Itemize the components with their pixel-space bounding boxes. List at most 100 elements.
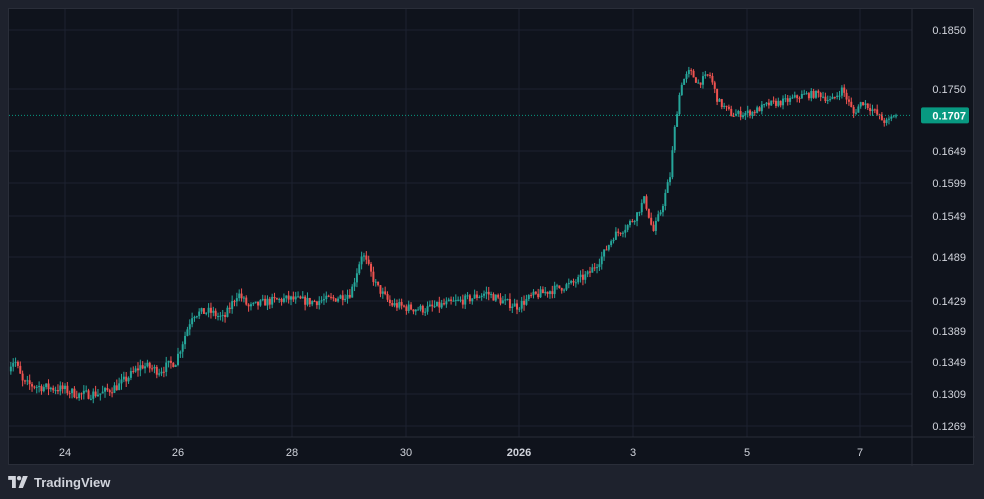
candle-body — [9, 366, 12, 372]
candle-body — [339, 295, 342, 299]
candle-body — [610, 241, 613, 246]
candle-body — [525, 299, 528, 305]
candle-body — [193, 316, 196, 319]
price-axis[interactable]: 0.1850 0.1750 0.1649 0.1599 0.1549 0.1489 0.14… — [932, 25, 966, 433]
candle-body — [817, 90, 820, 93]
date-tick-label: 7 — [857, 447, 863, 459]
candle-body — [209, 307, 212, 313]
candle-body — [640, 202, 643, 213]
candle-body — [435, 301, 438, 307]
candle-body — [541, 289, 544, 294]
candle-body — [737, 111, 740, 114]
candle-body — [895, 115, 898, 117]
candle-body — [725, 105, 728, 107]
candle-body — [751, 111, 754, 116]
candle-body — [598, 264, 601, 268]
candle-body — [247, 304, 250, 307]
candle-body — [80, 393, 83, 395]
candle-body — [346, 294, 349, 299]
candle-body — [165, 362, 168, 372]
candle-body — [497, 294, 500, 298]
candle-body — [558, 285, 561, 288]
candle-body — [75, 397, 78, 399]
candle-body — [464, 295, 467, 305]
candle-body — [12, 362, 15, 367]
candle-body — [887, 118, 890, 120]
candle-body — [440, 303, 443, 308]
candle-body — [261, 298, 264, 301]
candle-body — [384, 291, 387, 294]
candle-body — [685, 73, 688, 79]
candle-body — [407, 304, 410, 311]
candle-body — [351, 286, 354, 298]
candle-body — [26, 380, 29, 382]
candle-body — [760, 104, 763, 112]
date-tick-label: 30 — [400, 447, 412, 459]
last-price-badge-bg — [921, 107, 969, 124]
candle-body — [372, 271, 375, 282]
candle-body — [548, 291, 551, 294]
candle-body — [678, 95, 681, 115]
candle-body — [355, 273, 358, 283]
price-tick-label: 0.1269 — [932, 421, 966, 433]
candle-body — [162, 371, 165, 373]
candle-body — [539, 289, 542, 298]
candle-body — [777, 100, 780, 106]
candle-body — [403, 305, 405, 307]
candle-body — [614, 231, 617, 240]
time-axis[interactable]: 24 26 28 30 2026 3 5 7 — [59, 447, 863, 459]
candle-body — [676, 114, 679, 127]
candle-body — [742, 115, 744, 118]
candle-body — [883, 120, 886, 123]
candle-body — [520, 300, 523, 309]
candle-body — [353, 282, 356, 287]
candle-body — [852, 106, 855, 114]
candle-body — [42, 387, 45, 392]
tradingview-brand[interactable]: TradingView — [8, 473, 110, 491]
candle-body — [490, 294, 493, 296]
candle-body — [19, 365, 22, 374]
candle-body — [367, 259, 370, 264]
candle-body — [699, 82, 702, 85]
candle-body — [626, 225, 629, 230]
candle-body — [650, 217, 653, 225]
candle-body — [64, 385, 66, 390]
candle-body — [320, 300, 323, 302]
candle-body — [638, 212, 641, 214]
candle-body — [68, 393, 71, 395]
candle-body — [78, 393, 81, 398]
candle-body — [28, 380, 31, 385]
candle-body — [38, 386, 41, 388]
candle-body — [66, 385, 69, 394]
candle-body — [487, 291, 490, 295]
candle-body — [278, 299, 281, 301]
candle-body — [847, 99, 850, 102]
candle-body — [810, 90, 813, 99]
candle-body — [873, 109, 876, 111]
candle-body — [584, 274, 587, 280]
candle-body — [202, 308, 205, 314]
candle-body — [711, 75, 714, 83]
candle-body — [621, 232, 624, 234]
candle-body — [450, 299, 453, 301]
candle-body — [701, 76, 704, 85]
candle-body — [358, 264, 361, 274]
candle-body — [252, 302, 255, 305]
candle-body — [617, 231, 620, 233]
price-tick-label: 0.1649 — [932, 146, 966, 158]
candle-body — [47, 383, 50, 390]
chart-pane[interactable]: 0.1850 0.1750 0.1649 0.1599 0.1549 0.1489 0.14… — [8, 8, 975, 466]
candle-body — [779, 100, 782, 106]
candle-body — [713, 82, 716, 89]
candle-body — [54, 390, 57, 392]
price-tick-label: 0.1489 — [932, 252, 966, 264]
candle-body — [546, 291, 549, 294]
candle-body — [238, 293, 241, 299]
candle-body — [593, 267, 596, 269]
candle-body — [574, 282, 577, 284]
candle-body — [200, 308, 203, 312]
candle-body — [433, 306, 436, 308]
candle-body — [151, 368, 154, 370]
candle-body — [254, 301, 257, 303]
candlestick-chart[interactable]: 0.1850 0.1750 0.1649 0.1599 0.1549 0.1489 0.14… — [9, 9, 975, 466]
